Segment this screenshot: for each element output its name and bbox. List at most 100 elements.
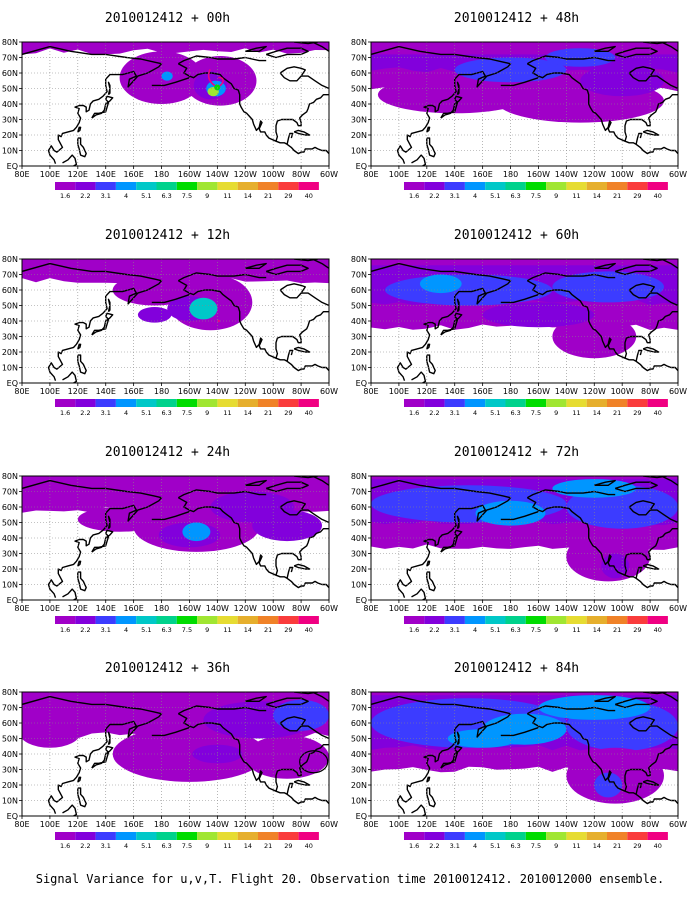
- colorbar-swatch: [485, 616, 506, 624]
- y-tick-label: EQ: [7, 812, 18, 821]
- y-tick-label: 60N: [2, 503, 18, 512]
- coastline: [661, 42, 678, 52]
- x-tick-label: 120E: [68, 604, 88, 613]
- colorbar-label: 3.1: [450, 842, 460, 850]
- colorbar-swatch: [258, 616, 279, 624]
- coastline: [526, 272, 616, 282]
- colorbar-label: 29: [284, 626, 292, 634]
- x-tick-label: 140E: [96, 387, 116, 396]
- y-tick-label: 30N: [351, 116, 367, 125]
- colorbar-label: 4: [124, 626, 128, 634]
- coastline: [265, 481, 309, 493]
- y-tick-label: 70N: [351, 54, 367, 63]
- panel-title: 2010012412 + 36h: [105, 661, 230, 676]
- variance-region: [22, 259, 329, 284]
- colorbar-label: 7.5: [182, 409, 192, 417]
- colorbar-swatch: [464, 616, 486, 624]
- coastline: [151, 510, 190, 521]
- variance-region: [210, 491, 295, 523]
- variance-region: [482, 302, 595, 328]
- coastlines: [371, 42, 678, 166]
- colorbar-label: 7.5: [531, 192, 541, 200]
- coastline: [440, 95, 463, 119]
- x-tick-label: 100W: [611, 170, 634, 179]
- y-tick-label: 60N: [351, 503, 367, 512]
- x-tick-label: 100E: [389, 387, 409, 396]
- coastline: [628, 500, 655, 516]
- colorbar-swatch: [278, 832, 299, 840]
- x-tick-label: 100W: [262, 820, 285, 829]
- y-tick-label: 80N: [2, 472, 18, 481]
- coastline: [265, 697, 309, 709]
- colorbar-swatch: [485, 832, 506, 840]
- y-tick-label: 80N: [351, 472, 367, 481]
- y-tick-label: 60N: [2, 719, 18, 728]
- colorbar-label: 11: [572, 409, 580, 417]
- coastline: [614, 47, 658, 59]
- colorbar-swatch: [237, 616, 258, 624]
- colorbar-swatch: [627, 832, 648, 840]
- y-tick-label: 10N: [351, 147, 367, 156]
- y-tick-label: 30N: [351, 550, 367, 559]
- y-tick-label: 10N: [2, 147, 18, 156]
- coastline: [151, 293, 190, 304]
- colorbar: 1.6 2.2 3.1 4 5.1 6.3 7.5 9 11 14 21 29 40: [55, 182, 319, 200]
- y-tick-label: 30N: [351, 766, 367, 775]
- x-tick-label: 160E: [123, 170, 143, 179]
- x-tick-label: 100E: [389, 820, 409, 829]
- coastline: [650, 725, 678, 740]
- colorbar-swatch: [217, 182, 238, 190]
- coastline: [411, 371, 427, 383]
- x-tick-label: 100E: [389, 170, 409, 179]
- y-tick-label: 50N: [2, 302, 18, 311]
- colorbar-label: 1.6: [60, 626, 70, 634]
- colorbar-label: 5.1: [141, 409, 151, 417]
- map-panel-48h: 2010012412 + 48h 80E 100E 120E 140E 160E 180 16…: [351, 11, 687, 200]
- colorbar-label: 1.6: [60, 409, 70, 417]
- colorbar-swatch: [404, 182, 425, 190]
- y-tick-label: 80N: [351, 255, 367, 264]
- coastline: [456, 81, 460, 96]
- colorbar-label: 40: [654, 626, 662, 634]
- colorbar-swatch: [627, 182, 648, 190]
- x-tick-label: 180: [154, 604, 169, 613]
- y-tick-label: 80N: [351, 38, 367, 47]
- coastline: [293, 779, 311, 786]
- colorbar-swatch: [647, 832, 668, 840]
- x-tick-label: 60W: [669, 170, 687, 179]
- y-tick-label: 10N: [351, 581, 367, 590]
- y-tick-label: 40N: [351, 100, 367, 109]
- colorbar-label: 9: [554, 409, 558, 417]
- colorbar-label: 40: [654, 192, 662, 200]
- colorbar-swatch: [136, 182, 157, 190]
- colorbar-swatch: [424, 616, 445, 624]
- y-tick-label: 30N: [2, 333, 18, 342]
- coastline: [526, 705, 616, 715]
- colorbar-swatch: [278, 182, 299, 190]
- colorbar-swatch: [485, 399, 506, 407]
- gridlines: [371, 692, 678, 816]
- colorbar-label: 2.2: [80, 409, 90, 417]
- x-tick-label: 120E: [68, 170, 88, 179]
- x-tick-label: 100E: [40, 170, 60, 179]
- x-tick-label: 120W: [234, 820, 257, 829]
- x-tick-label: 100E: [40, 604, 60, 613]
- map-panel-72h: 2010012412 + 72h 80E 100E 120E 140E 160E 180 16…: [351, 445, 687, 634]
- map-panel-84h: 2010012412 + 84h 80E 100E 120E 140E 160E 180 16…: [351, 661, 687, 850]
- colorbar-swatch: [404, 832, 425, 840]
- coastline: [62, 804, 78, 816]
- x-tick-label: 120E: [417, 387, 437, 396]
- x-tick-label: 160W: [178, 820, 201, 829]
- highlight-circle: [299, 750, 329, 774]
- coastline: [426, 560, 431, 567]
- coastline: [293, 563, 311, 570]
- x-tick-label: 80E: [14, 604, 29, 613]
- colorbar-swatch: [298, 832, 319, 840]
- y-tick-label: 10N: [2, 581, 18, 590]
- y-tick-label: 30N: [2, 116, 18, 125]
- coastlines: [22, 259, 329, 383]
- colorbar-swatch: [217, 616, 238, 624]
- coastline: [177, 272, 267, 282]
- coastline: [526, 497, 678, 589]
- y-tick-label: 20N: [351, 781, 367, 790]
